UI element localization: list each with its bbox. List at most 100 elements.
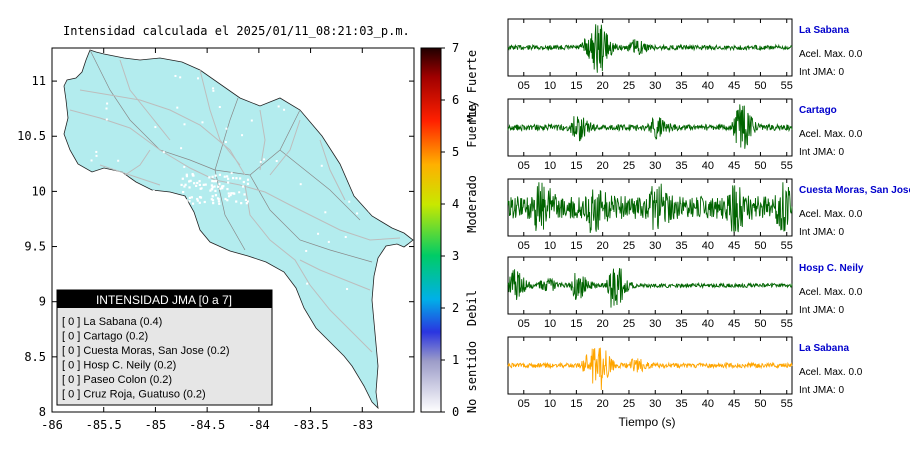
town-marker xyxy=(317,232,320,235)
waveform-panels: 05 10 15 20 25 30 35 40 45 50 55 La Sabana Acel. Max… xyxy=(507,18,910,429)
x-tick-label: -83 xyxy=(351,418,373,432)
town-marker xyxy=(305,249,308,252)
town-marker xyxy=(214,174,217,177)
town-marker xyxy=(185,173,188,176)
town-marker xyxy=(225,127,228,130)
costa-rica-landmass xyxy=(63,49,414,410)
time-tick-label: 05 xyxy=(518,398,530,410)
time-tick-label: 15 xyxy=(570,240,582,252)
peak-acceleration: Acel. Max. 0.0 xyxy=(799,129,863,140)
town-marker xyxy=(224,197,227,201)
town-marker xyxy=(194,287,197,290)
jma-intensity: Int JMA: 0 xyxy=(799,385,844,396)
town-marker xyxy=(241,134,244,137)
time-tick-label: 35 xyxy=(675,240,687,252)
town-marker xyxy=(242,82,245,85)
time-tick-label: 45 xyxy=(728,80,740,92)
town-marker xyxy=(197,77,200,80)
town-marker xyxy=(204,183,207,186)
colorbar-tick-label: 3 xyxy=(452,249,459,263)
time-tick-label: 10 xyxy=(544,318,556,330)
x-tick-label: -85.5 xyxy=(86,418,122,432)
town-marker xyxy=(191,202,195,205)
town-marker xyxy=(246,178,250,181)
town-marker xyxy=(346,149,349,152)
y-tick-label: 9.5 xyxy=(24,240,46,254)
town-marker xyxy=(230,192,233,195)
town-marker xyxy=(214,194,218,197)
time-tick-label: 05 xyxy=(518,240,530,252)
town-marker xyxy=(95,150,98,153)
time-tick-label: 25 xyxy=(623,80,635,92)
town-marker xyxy=(208,176,211,179)
time-tick-label: 55 xyxy=(781,160,793,172)
town-marker xyxy=(188,199,191,203)
colorbar-tick-label: 2 xyxy=(452,301,459,315)
station-name: La Sabana xyxy=(799,25,849,36)
time-tick-label: 20 xyxy=(597,160,609,172)
town-marker xyxy=(180,147,183,150)
town-marker xyxy=(218,182,221,186)
waveform-panel: 05 10 15 20 25 30 35 40 45 50 55 La Sabana Acel. Max… xyxy=(507,336,863,410)
town-marker xyxy=(188,186,191,189)
town-marker xyxy=(148,214,151,217)
colorbar-tick-label: 0 xyxy=(452,405,459,419)
town-marker xyxy=(211,175,214,178)
town-marker xyxy=(162,204,165,207)
town-marker xyxy=(203,200,206,204)
waveform-trace xyxy=(507,347,793,391)
time-tick-label: 10 xyxy=(544,80,556,92)
town-marker xyxy=(246,200,249,203)
legend-item: [ 0 ] Hosp C. Neily (0.2) xyxy=(62,360,176,372)
colorbar-tick-label: 4 xyxy=(452,197,459,211)
town-marker xyxy=(350,94,353,97)
town-marker xyxy=(213,185,216,188)
town-marker xyxy=(211,186,214,189)
waveform-panel: 05 10 15 20 25 30 35 40 45 50 55 La Sabana Acel. Max… xyxy=(507,18,863,92)
town-marker xyxy=(214,268,217,271)
town-marker xyxy=(283,108,286,111)
town-marker xyxy=(214,180,218,183)
time-tick-label: 25 xyxy=(623,240,635,252)
time-tick-label: 40 xyxy=(702,398,714,410)
town-marker xyxy=(214,189,217,193)
time-tick-label: 15 xyxy=(570,160,582,172)
town-marker xyxy=(224,141,227,144)
town-marker xyxy=(346,288,349,291)
town-marker xyxy=(191,173,194,176)
town-marker xyxy=(246,182,250,185)
waveform-panel: 05 10 15 20 25 30 35 40 45 50 55 Cartago Acel. Max. … xyxy=(507,98,863,172)
town-marker xyxy=(135,221,138,224)
town-marker xyxy=(195,184,198,188)
town-marker xyxy=(183,123,186,126)
time-tick-label: 10 xyxy=(544,240,556,252)
town-marker xyxy=(227,177,230,180)
x-tick-label: -84.5 xyxy=(189,418,225,432)
town-marker xyxy=(117,159,120,162)
y-tick-label: 11 xyxy=(32,74,46,88)
town-marker xyxy=(174,74,177,77)
time-tick-label: 40 xyxy=(702,80,714,92)
town-marker xyxy=(356,212,359,215)
town-marker xyxy=(211,199,215,202)
town-marker xyxy=(106,102,109,105)
town-marker xyxy=(243,193,246,196)
town-marker xyxy=(259,160,262,163)
town-marker xyxy=(211,179,214,183)
colorbar-tick-label: 7 xyxy=(452,41,459,55)
town-marker xyxy=(235,177,238,180)
town-marker xyxy=(222,185,225,188)
time-tick-label: 10 xyxy=(544,398,556,410)
town-marker xyxy=(242,180,245,184)
time-tick-label: 20 xyxy=(597,240,609,252)
map-axes: -86 -85.5 -85 -84.5 -84 -83.5 -83 11 10.5 10 9.5 9 8… xyxy=(17,48,414,432)
time-tick-label: 45 xyxy=(728,318,740,330)
jma-intensity: Int JMA: 0 xyxy=(799,227,844,238)
town-marker xyxy=(232,176,235,180)
town-marker xyxy=(344,236,347,239)
time-tick-label: 25 xyxy=(623,318,635,330)
town-marker xyxy=(196,197,199,201)
town-marker xyxy=(98,240,101,243)
town-marker xyxy=(186,202,189,205)
